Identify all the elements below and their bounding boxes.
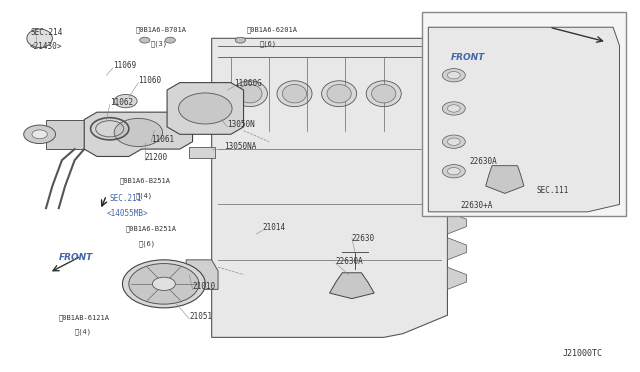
Text: 21010: 21010 xyxy=(193,282,216,291)
Polygon shape xyxy=(428,27,620,212)
Text: <21430>: <21430> xyxy=(30,42,63,51)
Polygon shape xyxy=(447,267,467,289)
Text: 11060: 11060 xyxy=(138,76,161,84)
Circle shape xyxy=(447,105,460,112)
Circle shape xyxy=(32,130,47,139)
Text: <14055MB>: <14055MB> xyxy=(106,209,148,218)
Polygon shape xyxy=(186,260,218,289)
Circle shape xyxy=(122,260,205,308)
Text: 22630A: 22630A xyxy=(470,157,497,166)
Text: 22630: 22630 xyxy=(352,234,375,243)
Circle shape xyxy=(442,164,465,178)
Circle shape xyxy=(152,277,175,291)
Ellipse shape xyxy=(277,81,312,107)
Text: Ⓑ(4): Ⓑ(4) xyxy=(135,192,152,199)
Ellipse shape xyxy=(238,84,262,103)
Text: 13050N: 13050N xyxy=(228,120,255,129)
Circle shape xyxy=(129,263,199,304)
Circle shape xyxy=(442,68,465,82)
Polygon shape xyxy=(447,212,467,234)
Bar xyxy=(422,13,626,215)
Polygon shape xyxy=(447,238,467,260)
Circle shape xyxy=(179,93,232,124)
Text: 11061: 11061 xyxy=(151,135,174,144)
Text: J21000TC: J21000TC xyxy=(562,349,602,358)
Circle shape xyxy=(114,94,137,108)
Circle shape xyxy=(24,125,56,144)
Ellipse shape xyxy=(321,81,356,107)
Ellipse shape xyxy=(327,84,351,103)
Text: FRONT: FRONT xyxy=(59,253,93,262)
Polygon shape xyxy=(189,147,215,158)
Ellipse shape xyxy=(372,84,396,103)
Text: SEC.211: SEC.211 xyxy=(109,194,142,203)
Text: 21051: 21051 xyxy=(189,312,212,321)
Text: FRONT: FRONT xyxy=(451,54,485,62)
Circle shape xyxy=(442,102,465,115)
Text: Ⓑ0B1A6-B701A: Ⓑ0B1A6-B701A xyxy=(135,26,186,32)
Polygon shape xyxy=(330,273,374,299)
Text: Ⓑ(6): Ⓑ(6) xyxy=(138,240,156,247)
Text: Ⓑ0B1A6-B251A: Ⓑ0B1A6-B251A xyxy=(125,225,177,232)
Text: 21014: 21014 xyxy=(262,223,286,232)
Polygon shape xyxy=(486,166,524,193)
Circle shape xyxy=(114,118,163,147)
Circle shape xyxy=(447,71,460,79)
Text: Ⓑ0B1A6-B251A: Ⓑ0B1A6-B251A xyxy=(119,177,170,184)
Text: 22630+A: 22630+A xyxy=(460,201,493,210)
Polygon shape xyxy=(447,182,467,205)
Text: Ⓑ0B1A6-6201A: Ⓑ0B1A6-6201A xyxy=(246,26,298,32)
Polygon shape xyxy=(84,112,193,157)
Text: Ⓑ(4): Ⓑ(4) xyxy=(75,329,92,335)
Text: Ⓑ0B1AB-6121A: Ⓑ0B1AB-6121A xyxy=(59,314,109,321)
Circle shape xyxy=(140,37,150,43)
Ellipse shape xyxy=(366,81,401,107)
Polygon shape xyxy=(167,83,244,134)
Text: SEC.111: SEC.111 xyxy=(537,186,569,195)
Circle shape xyxy=(236,37,246,43)
Ellipse shape xyxy=(232,81,268,107)
Circle shape xyxy=(165,37,175,43)
Text: 22630A: 22630A xyxy=(336,257,364,266)
Polygon shape xyxy=(212,38,447,337)
Text: 11062: 11062 xyxy=(109,98,133,107)
Text: 11060G: 11060G xyxy=(234,79,262,88)
Ellipse shape xyxy=(282,84,307,103)
Text: 11069: 11069 xyxy=(113,61,136,70)
Polygon shape xyxy=(46,119,84,149)
Text: Ⓑ(6): Ⓑ(6) xyxy=(259,41,276,47)
Circle shape xyxy=(447,167,460,175)
Circle shape xyxy=(442,135,465,148)
Text: 13050NA: 13050NA xyxy=(225,142,257,151)
Text: SEC.214: SEC.214 xyxy=(30,28,63,36)
Circle shape xyxy=(447,138,460,145)
Text: Ⓑ(3): Ⓑ(3) xyxy=(151,41,168,47)
Text: 21200: 21200 xyxy=(145,153,168,162)
Ellipse shape xyxy=(27,29,52,48)
Polygon shape xyxy=(447,157,467,179)
